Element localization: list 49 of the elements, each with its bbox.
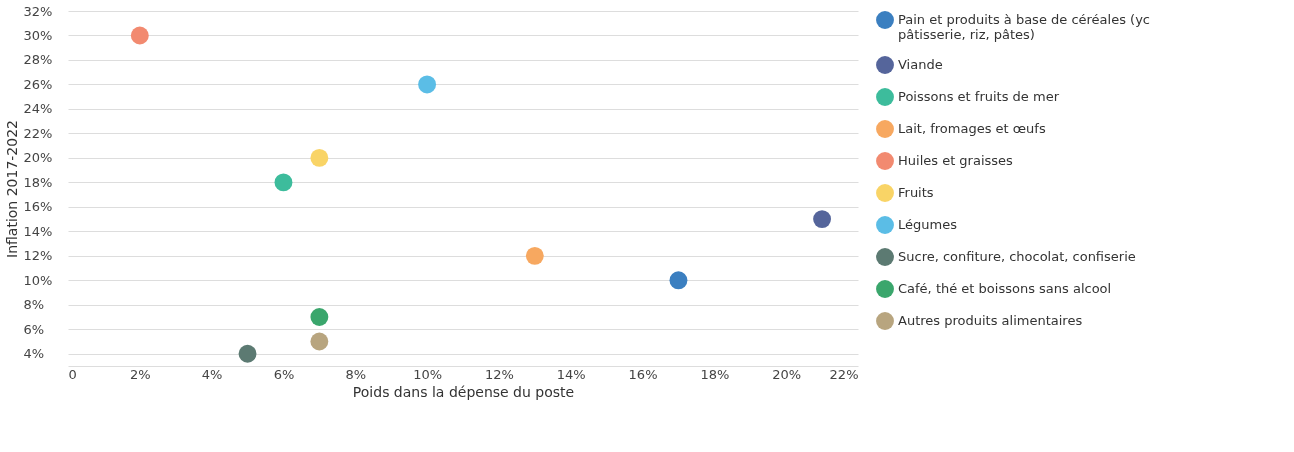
- x-tick-label: 16%: [628, 366, 658, 382]
- legend-label: Viande: [898, 57, 943, 72]
- point: [274, 173, 293, 192]
- y-tick-label: 6%: [23, 321, 45, 337]
- x-tick-label: 10%: [413, 366, 443, 382]
- y-tick-label: 24%: [23, 101, 53, 117]
- point: [310, 148, 329, 167]
- point: [418, 75, 437, 94]
- x-tick-label: 20%: [772, 366, 802, 382]
- legend-label: Huiles et graisses: [898, 153, 1014, 168]
- y-tick-label: 26%: [23, 76, 53, 92]
- y-tick-label: 16%: [23, 199, 53, 215]
- point: [669, 271, 688, 290]
- x-tick-label: 4%: [201, 366, 223, 382]
- y-tick-label: 10%: [23, 272, 53, 288]
- legend-label: Autres produits alimentaires: [898, 313, 1083, 328]
- point: [310, 332, 329, 351]
- legend-label: Pain et produits à base de céréales (yc pâtisserie, riz, pâtes): [898, 12, 1151, 42]
- y-tick-label: 12%: [23, 248, 53, 264]
- y-tick-label: 30%: [23, 27, 53, 43]
- x-tick-label: 0: [68, 366, 77, 382]
- y-tick-label: 28%: [23, 52, 53, 68]
- y-tick-label: 4%: [23, 346, 45, 362]
- y-tick-label: 14%: [23, 223, 53, 239]
- y-tick-label: 22%: [23, 125, 53, 141]
- x-tick-label: 14%: [556, 366, 586, 382]
- x-tick-label: 8%: [345, 366, 367, 382]
- y-tick-label: 8%: [23, 297, 45, 313]
- y-tick-label: 18%: [23, 174, 53, 190]
- y-tick-label: 20%: [23, 150, 53, 166]
- x-tick-label: 22%: [829, 366, 859, 382]
- x-tick-label: 6%: [273, 366, 295, 382]
- x-tick-label: 12%: [484, 366, 514, 382]
- x-tick-label: 2%: [130, 366, 151, 382]
- x-axis-title: Poids dans la dépense du poste: [352, 383, 575, 400]
- point: [813, 210, 832, 229]
- legend-label: Lait, fromages et œufs: [898, 121, 1046, 136]
- legend-label: Poissons et fruits de mer: [898, 89, 1060, 104]
- legend-label: Sucre, confiture, chocolat, confiserie: [898, 249, 1136, 264]
- x-tick-label: 18%: [700, 366, 730, 382]
- y-axis-title: Inflation 2017-2022: [3, 120, 20, 258]
- point: [238, 344, 257, 363]
- point: [130, 26, 149, 45]
- legend-label: Légumes: [898, 217, 958, 232]
- legend-label: Fruits: [898, 185, 934, 200]
- point: [525, 246, 544, 265]
- point: [310, 308, 329, 326]
- y-tick-label: 32%: [23, 3, 53, 19]
- legend-label: Café, thé et boissons sans alcool: [898, 281, 1112, 296]
